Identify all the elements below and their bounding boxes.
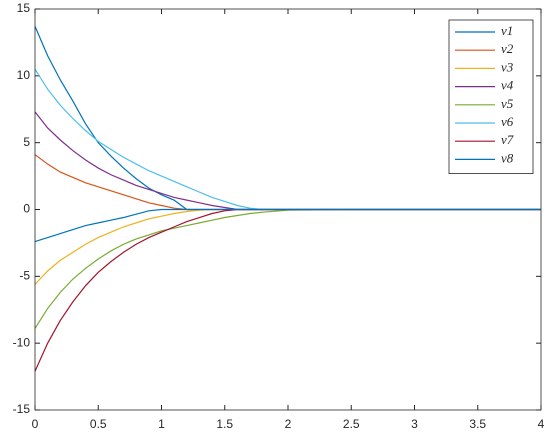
legend-label: v8 <box>501 150 514 165</box>
x-tick-label: 0.5 <box>90 417 107 431</box>
y-tick-label: -10 <box>13 335 31 349</box>
x-tick-label: 2.5 <box>343 417 360 431</box>
x-tick-label: 2 <box>285 417 292 431</box>
legend-label: v4 <box>501 78 514 93</box>
x-tick-label: 3.5 <box>469 417 486 431</box>
y-tick-label: -5 <box>19 269 30 283</box>
legend-label: v1 <box>501 23 513 38</box>
y-tick-label: 15 <box>17 1 31 15</box>
x-tick-label: 4 <box>538 417 545 431</box>
y-tick-label: 0 <box>23 202 30 216</box>
y-tick-label: -15 <box>13 402 31 416</box>
x-tick-label: 1 <box>158 417 165 431</box>
x-tick-label: 1.5 <box>216 417 233 431</box>
series-line <box>34 208 541 243</box>
legend-label: v3 <box>501 59 514 74</box>
legend-label: v5 <box>501 96 514 111</box>
legend-label: v7 <box>501 132 514 147</box>
axes-box <box>34 8 542 411</box>
legend-label: v2 <box>501 41 514 56</box>
x-tick-label: 0 <box>32 417 39 431</box>
legend-label: v6 <box>501 114 514 129</box>
x-tick-label: 3 <box>411 417 418 431</box>
legend-box <box>448 19 534 175</box>
y-tick-label: 10 <box>17 68 31 82</box>
y-tick-label: 5 <box>23 135 30 149</box>
